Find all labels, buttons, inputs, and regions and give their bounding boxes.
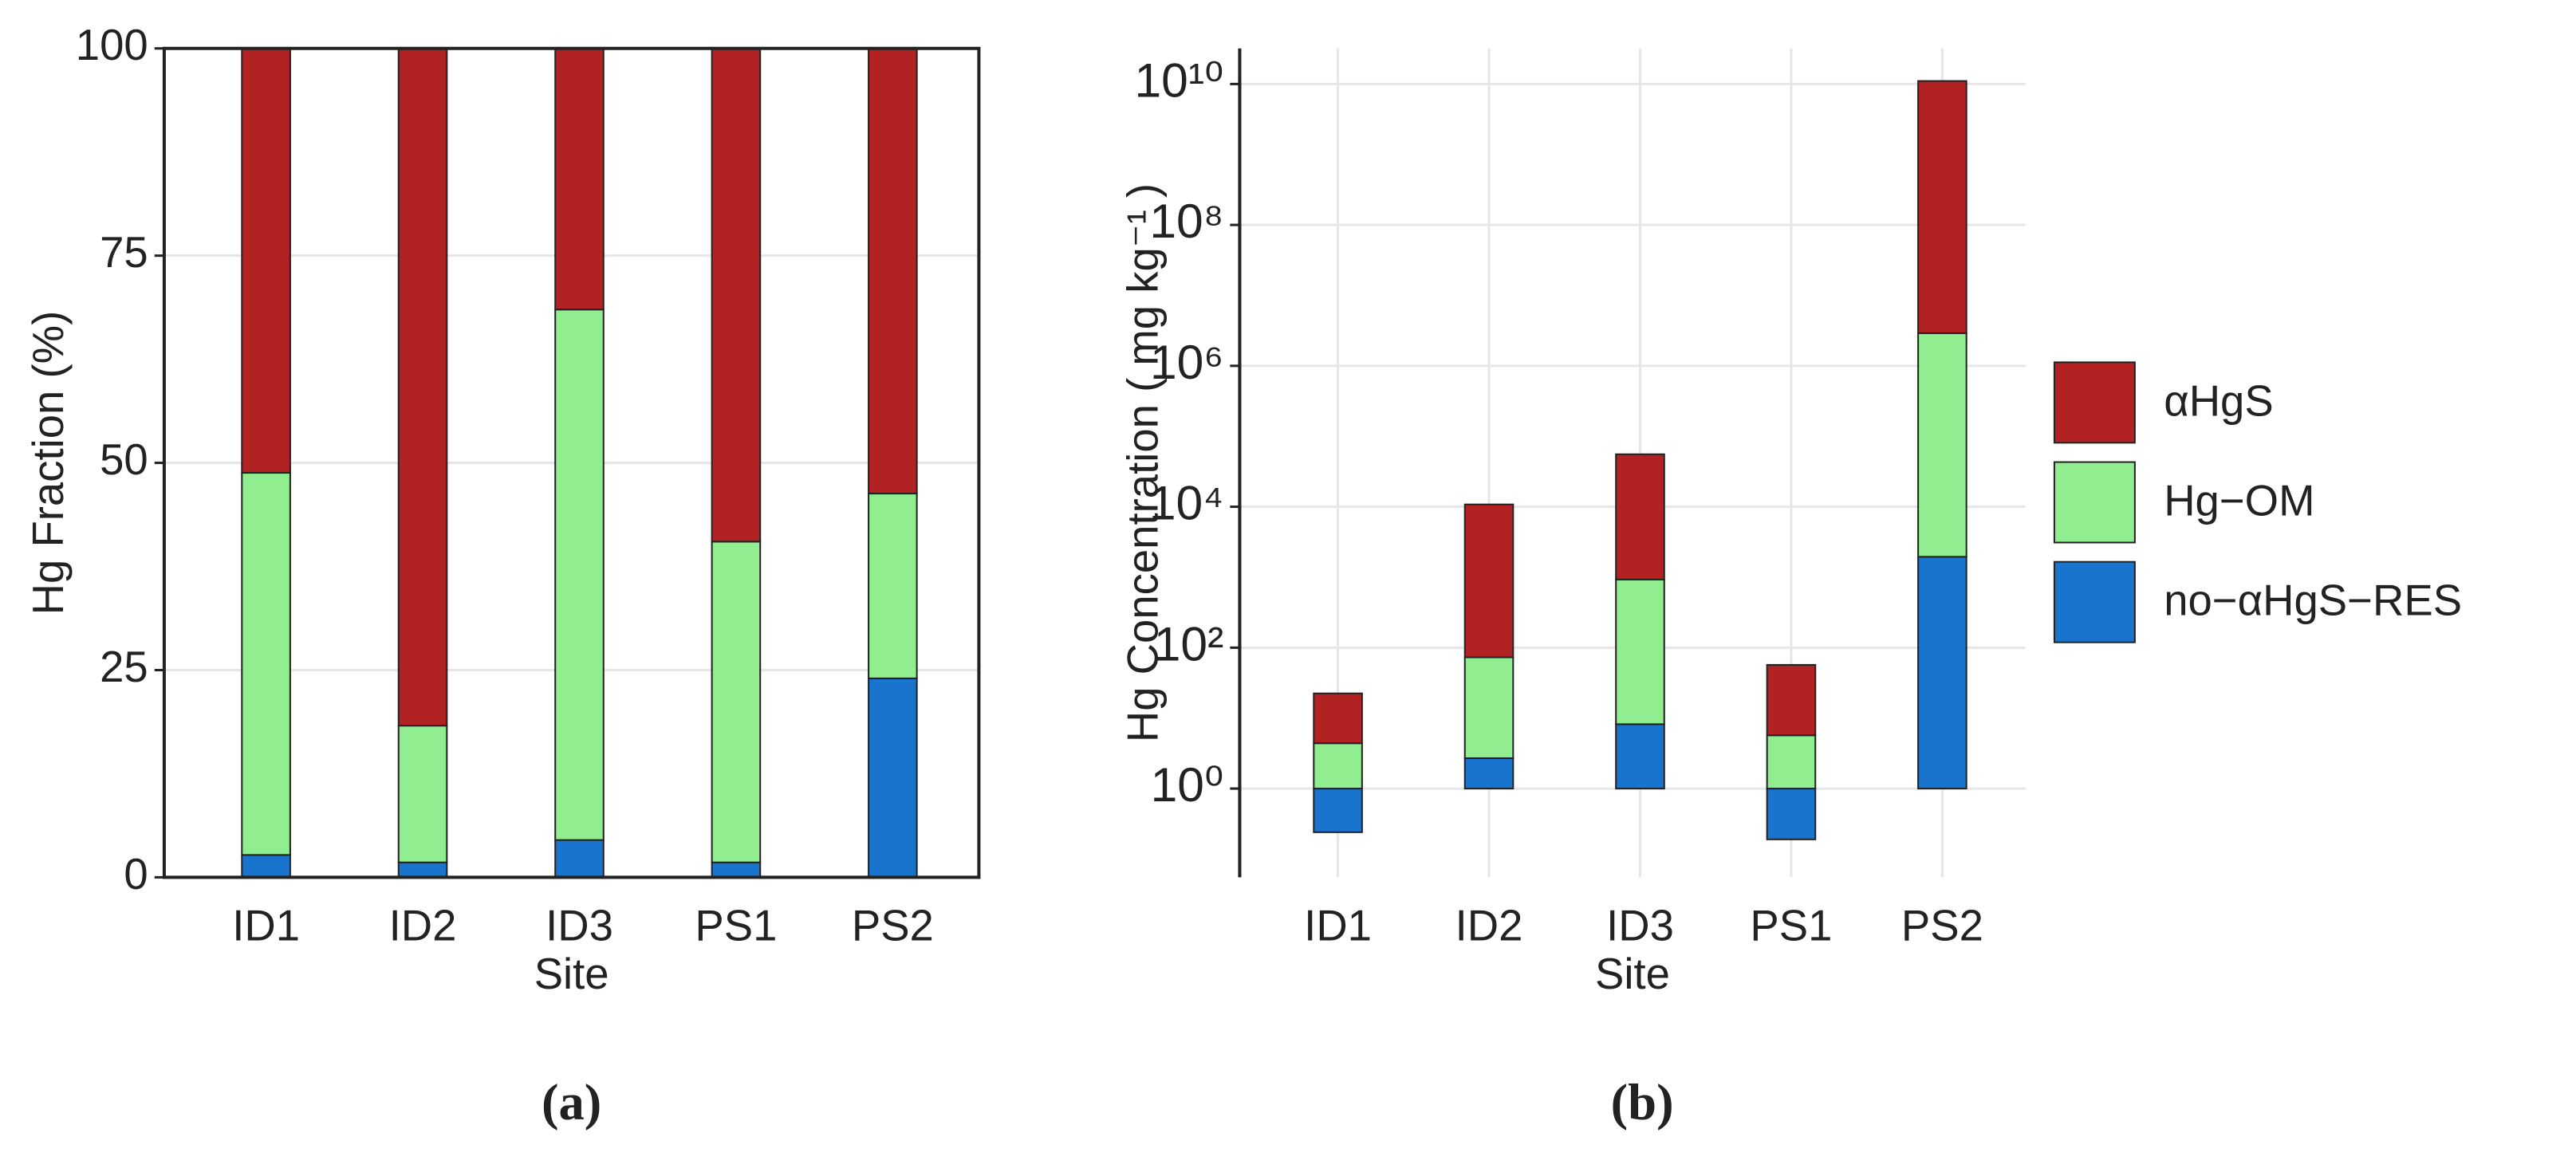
y-tick-label: 50 — [100, 435, 148, 484]
y-axis-label: Hg Concentration ( mg kg⁻¹ ) — [1119, 183, 1168, 742]
bar-segment — [868, 47, 918, 495]
bar-segment — [1766, 788, 1817, 840]
bar-segment — [554, 47, 605, 311]
bar-segment — [868, 493, 918, 679]
y-axis-label: Hg Fraction (%) — [24, 311, 73, 615]
bar-segment — [1313, 742, 1363, 790]
x-axis-label: Site — [1595, 950, 1670, 998]
x-tick-label: PS1 — [695, 901, 777, 950]
x-tick-label: ID3 — [1606, 901, 1674, 950]
bar-segment — [711, 541, 762, 863]
y-tick-label: 10⁸ — [1149, 194, 1223, 248]
bar-segment — [1615, 453, 1665, 580]
x-tick-label: PS1 — [1750, 901, 1832, 950]
x-tick-label: ID3 — [546, 901, 613, 950]
y-tick-label: 100 — [76, 21, 148, 69]
panel-border — [162, 46, 981, 879]
x-tick-label: ID2 — [389, 901, 457, 950]
bar-segment — [241, 47, 291, 474]
y-tick-label: 10¹⁰ — [1134, 53, 1223, 107]
legend-label: Hg−OM — [2164, 476, 2314, 525]
bar-segment — [554, 839, 605, 879]
bar-segment — [711, 47, 762, 543]
bar-segment — [1463, 656, 1514, 759]
y-tick-label: 10⁶ — [1150, 335, 1223, 389]
legend-key — [2053, 461, 2136, 544]
y-tick-label: 10² — [1154, 616, 1224, 671]
legend-label: no−αHgS−RES — [2164, 576, 2462, 625]
bar-segment — [1615, 578, 1665, 726]
bar-segment — [868, 677, 918, 879]
legend-label: αHgS — [2164, 376, 2274, 425]
bar-segment — [397, 725, 448, 863]
x-tick-label: ID2 — [1455, 901, 1523, 950]
bar-segment — [241, 472, 291, 856]
bar-segment — [1615, 723, 1665, 790]
x-tick-label: PS2 — [1901, 901, 1983, 950]
y-tick-label: 10⁰ — [1151, 757, 1224, 812]
x-tick-label: ID1 — [1304, 901, 1372, 950]
x-tick-label: ID1 — [232, 901, 300, 950]
x-axis-label: Site — [534, 950, 609, 998]
bar-segment — [711, 861, 762, 879]
y-tick-label: 25 — [100, 643, 148, 691]
bar-segment — [241, 854, 291, 879]
y-tick-label: 10⁴ — [1149, 476, 1223, 530]
bar-segment — [1766, 734, 1817, 790]
y-tick-label: 0 — [124, 850, 148, 899]
bar-segment — [397, 861, 448, 879]
panel-title: (b) — [1611, 1073, 1674, 1131]
bar-segment — [1917, 556, 1967, 790]
bar-segment — [1917, 80, 1967, 334]
bar-segment — [1463, 757, 1514, 790]
bar-segment — [1917, 332, 1967, 558]
bar-segment — [554, 309, 605, 841]
bar-segment — [1766, 663, 1817, 737]
x-tick-label: PS2 — [852, 901, 934, 950]
y-tick-label: 75 — [100, 228, 148, 277]
legend-key — [2053, 361, 2136, 444]
legend-key — [2053, 560, 2136, 643]
bar-segment — [1463, 503, 1514, 659]
panel-title: (a) — [542, 1073, 601, 1131]
bar-segment — [1313, 692, 1363, 745]
bar-segment — [397, 47, 448, 727]
bar-segment — [1313, 788, 1363, 833]
